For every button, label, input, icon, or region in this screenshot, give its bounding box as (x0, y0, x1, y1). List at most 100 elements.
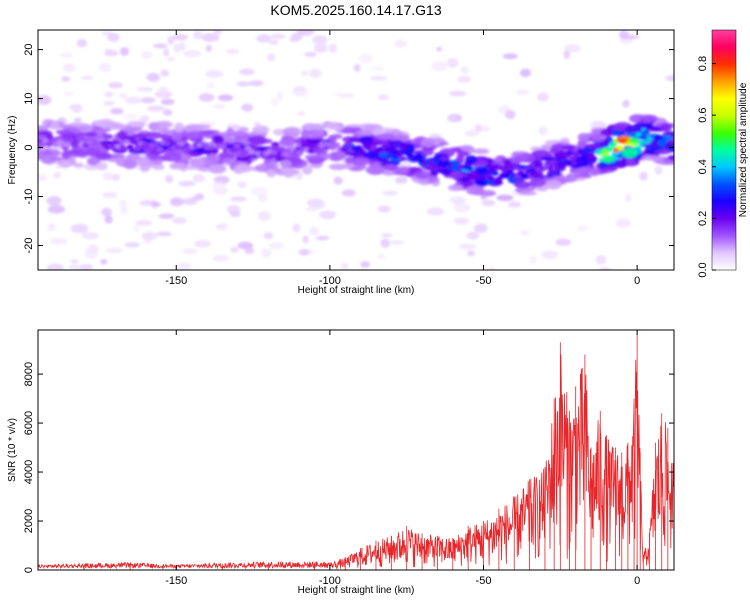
heatmap-cell (156, 231, 172, 237)
heatmap-cell (454, 202, 471, 213)
heatmap-cell (480, 167, 488, 173)
x-tick-label: -100 (319, 575, 341, 587)
heatmap-cell (520, 68, 532, 78)
heatmap-cell (359, 53, 373, 64)
heatmap-cell (609, 141, 617, 147)
heatmap-cell (270, 97, 279, 107)
heatmap-cell (218, 144, 226, 150)
heatmap-cell (341, 189, 356, 197)
heatmap-cell (200, 141, 208, 147)
colorbar-tick-label: 0.0 (697, 262, 709, 277)
heatmap-cell (638, 123, 653, 129)
heatmap-cell (212, 254, 229, 262)
heatmap-cell (590, 120, 607, 131)
colorbar (712, 30, 736, 270)
heatmap-cell (395, 151, 403, 157)
heatmap-cell (257, 193, 268, 202)
heatmap-cell (248, 80, 264, 87)
heatmap-cell (569, 156, 577, 162)
heatmap-cell (253, 121, 261, 127)
heatmap-cell (300, 70, 309, 77)
heatmap-cell (133, 224, 140, 233)
heatmap-cell (268, 40, 279, 45)
heatmap-cell (307, 148, 315, 154)
heatmap-cell (163, 141, 171, 147)
colorbar-tick-label: 0.8 (697, 56, 709, 71)
heatmap-cell (146, 72, 161, 82)
heatmap-cell (270, 141, 280, 148)
heatmap-cell (183, 49, 202, 58)
heatmap-cell (493, 157, 502, 162)
heatmap-cell (183, 123, 204, 134)
heatmap-cell (616, 163, 625, 169)
heatmap-cell (136, 86, 154, 92)
heatmap-cell (283, 168, 294, 178)
heatmap-cell (104, 91, 114, 98)
heatmap-cell (456, 75, 471, 83)
heatmap-cell (122, 139, 130, 145)
heatmap-cell (198, 93, 215, 102)
y-tick-label: 0 (23, 144, 35, 150)
colorbar-tick-label: 0.6 (697, 108, 709, 123)
heatmap-cell (178, 141, 186, 147)
heatmap-cell (473, 223, 488, 233)
heatmap-cell (102, 172, 114, 181)
heatmap-cell (126, 144, 134, 150)
heatmap-cell (167, 35, 175, 45)
heatmap-cell (256, 34, 272, 43)
heatmap-cell (99, 62, 112, 73)
heatmap-cell (49, 238, 68, 245)
heatmap-cell (267, 53, 275, 62)
heatmap-cell (394, 39, 408, 48)
heatmap-cell (643, 115, 658, 122)
heatmap-cell (379, 151, 389, 158)
heatmap-cell (248, 149, 256, 155)
heatmap-cell (474, 124, 482, 132)
heatmap-cell (101, 31, 114, 36)
y-tick-label: 2000 (23, 509, 35, 533)
heatmap-cell (111, 173, 121, 181)
heatmap-cell (270, 149, 278, 155)
heatmap-cell (635, 139, 652, 145)
heatmap-cell (668, 144, 674, 150)
heatmap-cell (205, 44, 212, 52)
heatmap-cell (365, 164, 386, 175)
heatmap-cell (546, 165, 554, 171)
heatmap-cell (452, 148, 463, 153)
heatmap-cell (61, 76, 71, 82)
heatmap-cell (174, 122, 185, 133)
heatmap-cell (241, 103, 254, 112)
heatmap-cell (239, 68, 255, 76)
y-tick-label: 4000 (23, 460, 35, 484)
heatmap-cell (211, 148, 219, 154)
heatmap-cell (639, 134, 647, 140)
heatmap-cell (315, 236, 330, 241)
heatmap-cell (182, 248, 198, 255)
heatmap-cell (85, 131, 98, 138)
heatmap-cell (70, 149, 90, 157)
heatmap-cell (380, 233, 393, 238)
heatmap-cell (53, 172, 62, 179)
heatmap-cell (534, 160, 544, 169)
heatmap-cell (228, 130, 248, 137)
heatmap-cell (134, 145, 142, 151)
heatmap-cell (111, 139, 119, 145)
heatmap-cell (465, 165, 473, 171)
heatmap-cell (100, 258, 108, 265)
heatmap-cell (46, 263, 64, 270)
heatmap-cell (301, 165, 313, 175)
heatmap-cell (384, 164, 397, 169)
heatmap-cell (152, 142, 160, 148)
heatmap-cell (252, 145, 260, 151)
heatmap-cell (472, 148, 490, 155)
heatmap-cell (622, 34, 640, 40)
heatmap-cell (339, 93, 355, 98)
heatmap-cell (70, 223, 89, 234)
heatmap-cell (86, 156, 101, 166)
heatmap-cell (151, 202, 162, 207)
colorbar-label: Normalized spectral amplitude (738, 82, 749, 217)
heatmap-cell (572, 152, 580, 158)
heatmap-cell (120, 205, 128, 215)
heatmap-cell (369, 76, 388, 81)
